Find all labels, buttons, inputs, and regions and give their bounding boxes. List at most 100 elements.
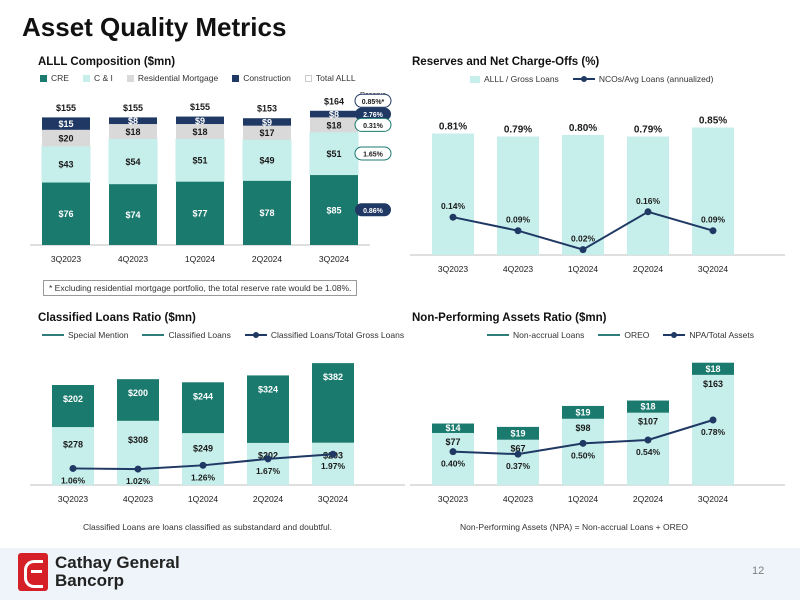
npa-lower-label: $77 [445,437,460,447]
npa-lower-label: $67 [510,444,525,454]
nco-point-label: 0.16% [636,196,661,206]
allll-bar-label: $18 [326,120,341,130]
allll-bar-c-i-2 [175,138,225,182]
legend-special-mention-label: Special Mention [68,330,129,340]
reserves-x-tick: 1Q2024 [568,264,599,274]
legend-nco: NCOs/Avg Loans (annualized) [572,74,713,84]
npa-note: Non-Performing Assets (NPA) = Non-accrua… [460,522,689,532]
legend-cre: CRE [40,73,69,83]
npa-ratio-label: 0.78% [701,427,726,437]
reserves-bar-label: 0.81% [439,122,467,133]
allll-footnote: * Excluding residential mortgage portfol… [43,280,358,296]
classified-bar-lower-4 [312,442,354,485]
npa-bar-lower-3 [627,412,669,485]
reserve-rate-label: 2.76% [363,112,384,119]
allll-bar-label: $9 [262,117,272,127]
classified-ratio-point-1 [134,465,142,473]
reserve-rate-total-pill [354,93,392,108]
legend-ci-swatch [82,74,90,82]
npa-ratio-point-1 [514,450,522,458]
classified-upper-label: $382 [323,372,343,382]
allll-x-tick: 4Q2023 [118,254,149,264]
allll-total-label: $155 [123,103,143,113]
allll-x-tick: 3Q2024 [319,254,350,264]
classified-note: Classified Loans are loans classified as… [83,522,333,532]
classified-legend: Special Mention Classified Loans Classif… [42,330,404,340]
reserves-bar-label: 0.80% [569,123,597,134]
reserves-x-tick: 3Q2024 [698,264,729,274]
allll-bar-cre-4 [310,174,358,245]
classified-ratio-label: 1.02% [126,476,151,486]
company-name-line2: Bancorp [55,571,124,590]
allll-bar-label: $77 [192,209,207,219]
legend-ci-label: C & I [93,73,113,83]
allll-total-box-1 [112,100,154,115]
allll-bar-label: $8 [128,116,138,126]
allll-bar-label: $8 [329,110,339,120]
classified-x-tick: 1Q2024 [188,494,219,504]
allll-bar-residential-mortgage-4 [310,117,358,133]
legend-ci: C & I [82,73,113,83]
reserves-bar-4 [692,127,734,255]
npa-chart-title: Non-Performing Assets Ratio ($mn) [412,312,607,324]
allll-total-box-0 [45,100,87,115]
reserve-rate-label: 1.65% [363,151,384,158]
npa-bar-upper-4 [692,362,734,375]
legend-residential-swatch [126,74,134,82]
legend-classified-ratio-swatch [244,331,267,339]
allll-chart-title: ALLL Composition ($mn) [38,56,176,68]
classified-chart-title: Classified Loans Ratio ($mn) [38,312,196,324]
company-name: Cathay General Bancorp [55,554,180,590]
company-name-line1: Cathay General [55,553,180,572]
classified-ratio-point-3 [264,455,272,463]
npa-upper-label: $19 [510,428,525,438]
npa-lower-label: $107 [638,417,658,427]
classified-bar-lower-0 [52,427,94,485]
allll-bar-construction-3 [243,118,291,126]
npa-bar-upper-1 [497,426,539,440]
classified-lower-label: $308 [128,435,148,445]
reserves-bar-3 [627,136,669,255]
allll-total-box-3 [246,101,288,116]
legend-residential-label: Residential Mortgage [137,73,219,83]
legend-classified-ratio: Classified Loans/Total Gross Loans [244,330,404,340]
classified-ratio-point-0 [69,464,77,472]
cathay-logo-icon [18,553,48,591]
legend-oreo-label: OREO [624,330,650,340]
allll-total-box-4 [313,93,355,108]
legend-cre-swatch [40,74,47,82]
allll-x-tick: 2Q2024 [252,254,283,264]
legend-special-mention: Special Mention [42,330,128,340]
allll-bar-cre-0 [42,182,90,245]
legend-cre-label: CRE [51,73,69,83]
legend-classified-loans-label: Classified Loans [168,330,231,340]
allll-bar-construction-2 [176,116,224,125]
legend-total-label: Total ALLL [315,73,356,83]
nco-point-label: 0.14% [441,201,466,211]
npa-chart: $77 $14 3Q2023 $67 $19 4Q2023 $98 $19 1Q2024 $107… [410,362,785,504]
reserves-x-tick: 2Q2024 [633,264,664,274]
classified-chart: $278 $202 3Q2023 $308 $200 4Q2023 $249 $244 1Q20… [30,363,405,504]
legend-total-swatch [304,74,312,82]
legend-npa-ratio-swatch [663,331,686,339]
npa-upper-label: $19 [575,407,590,417]
classified-x-tick: 2Q2024 [253,494,284,504]
legend-special-mention-swatch [42,331,64,339]
legend-oreo: OREO [598,330,649,340]
legend-construction-swatch [232,74,240,82]
reserves-bar-label: 0.79% [634,125,662,136]
page-title: Asset Quality Metrics [22,12,287,42]
allll-bar-label: $54 [125,157,140,167]
npa-upper-label: $14 [445,423,460,433]
allll-bar-residential-mortgage-1 [109,124,157,139]
allll-bar-label: $51 [326,149,341,159]
npa-ratio-point-0 [449,448,457,456]
allll-bar-label: $18 [192,127,207,137]
reserve-rate-label: 0.31% [363,123,384,130]
allll-bar-label: $18 [125,127,140,137]
classified-bar-upper-2 [182,382,224,434]
npa-upper-label: $18 [640,402,655,412]
legend-npa-ratio-label: NPA/Total Assets [689,330,754,340]
reserves-bar-2 [562,135,604,255]
classified-bar-upper-0 [52,385,94,428]
